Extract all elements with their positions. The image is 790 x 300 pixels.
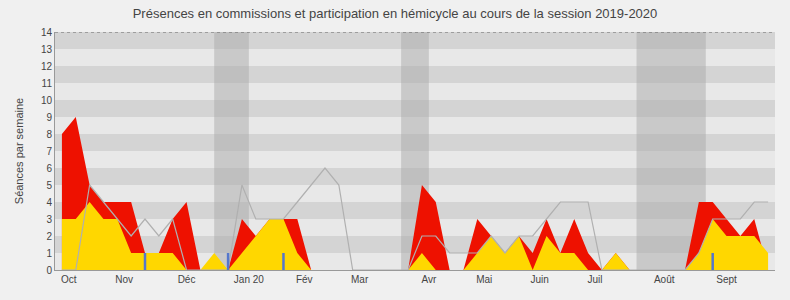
svg-text:Séances par semaine: Séances par semaine: [13, 98, 25, 204]
svg-text:8: 8: [46, 129, 52, 140]
svg-text:1: 1: [46, 248, 52, 259]
svg-text:Nov: Nov: [115, 274, 133, 285]
svg-text:13: 13: [41, 44, 53, 55]
svg-text:Présences en commissions et pa: Présences en commissions et participatio…: [133, 6, 658, 21]
svg-text:0: 0: [46, 265, 52, 276]
svg-text:Jan 20: Jan 20: [234, 274, 264, 285]
svg-text:9: 9: [46, 112, 52, 123]
svg-text:Mai: Mai: [476, 274, 492, 285]
svg-text:3: 3: [46, 214, 52, 225]
svg-text:14: 14: [41, 27, 53, 38]
svg-text:4: 4: [46, 197, 52, 208]
svg-text:12: 12: [41, 61, 53, 72]
svg-text:Juil: Juil: [587, 274, 602, 285]
svg-text:Juin: Juin: [530, 274, 548, 285]
svg-text:11: 11: [42, 78, 53, 89]
svg-text:Déc: Déc: [178, 274, 196, 285]
svg-text:2: 2: [46, 231, 52, 242]
svg-text:Oct: Oct: [61, 274, 77, 285]
svg-text:Mar: Mar: [351, 274, 369, 285]
svg-text:5: 5: [46, 180, 52, 191]
svg-text:Avr: Avr: [421, 274, 436, 285]
svg-text:Août: Août: [654, 274, 675, 285]
svg-text:Sept: Sept: [716, 274, 737, 285]
svg-text:10: 10: [41, 95, 53, 106]
svg-text:7: 7: [46, 146, 52, 157]
svg-text:6: 6: [46, 163, 52, 174]
svg-text:Fév: Fév: [296, 274, 313, 285]
